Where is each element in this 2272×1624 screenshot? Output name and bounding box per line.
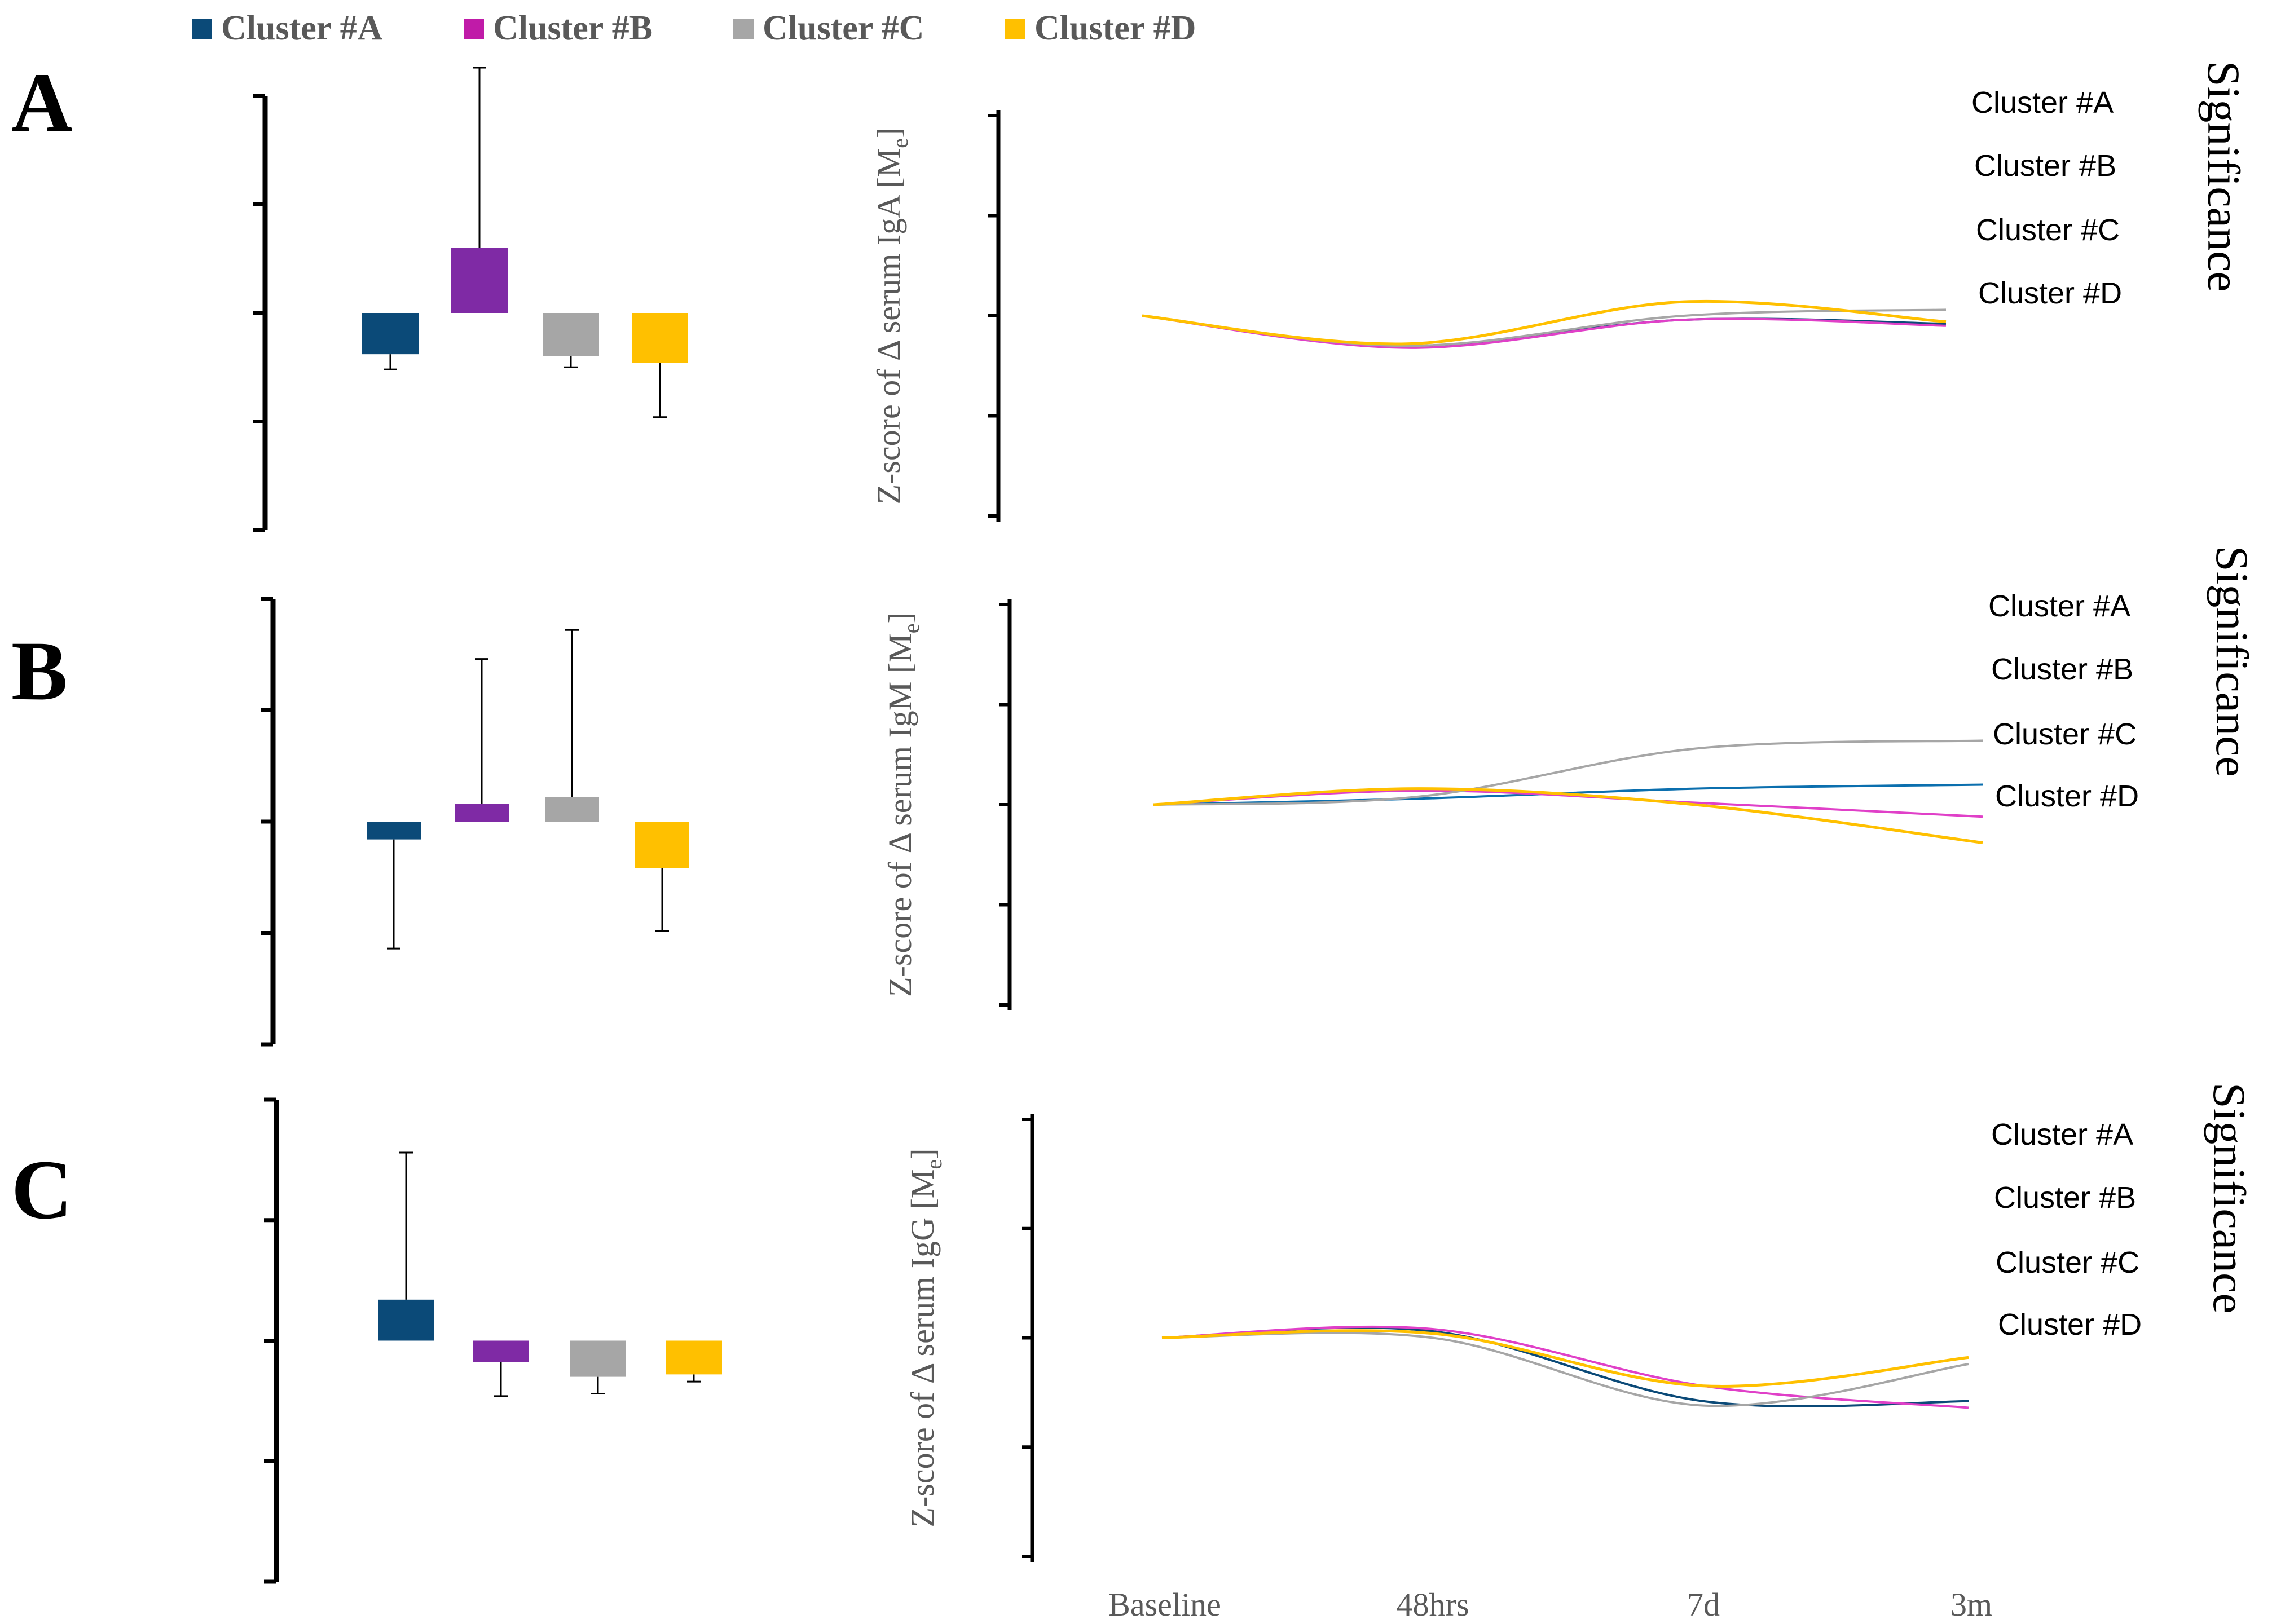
legend-swatch-c [733, 19, 754, 39]
legend-label-c: Cluster #C [763, 9, 924, 47]
bar [378, 1299, 434, 1341]
line-x-category-label: 3m [1950, 1586, 1992, 1623]
line-y-axis-label-bracket: ] [870, 127, 907, 138]
bar-chart-iga [253, 67, 688, 532]
bar [632, 313, 688, 363]
bar [570, 1340, 626, 1377]
line-y-axis-label-subscript: e [887, 138, 913, 148]
significance-title-a: Significance [2198, 61, 2249, 292]
bar-chart-igg [264, 1097, 722, 1584]
bar [545, 797, 599, 822]
line-x-category-label: 48hrs [1397, 1586, 1469, 1623]
significance-label-c-2: Cluster #B [1994, 1181, 2136, 1215]
significance-label-c-3: Cluster #C [1996, 1246, 2139, 1279]
panel-letter-c: C [11, 1143, 72, 1237]
series-line-clusterd [1161, 1329, 1969, 1388]
series-line-clusterc [1161, 1331, 1969, 1407]
bar [362, 313, 419, 355]
bar [451, 248, 508, 313]
significance-label-b-1: Cluster #A [1988, 589, 2130, 623]
legend-label-d: Cluster #D [1034, 9, 1196, 47]
line-y-axis-label-subscript: e [899, 624, 924, 634]
line-y-axis-label: Z-score of Δ serum IgM [Me] [882, 612, 924, 997]
significance-label-a-2: Cluster #B [1974, 149, 2116, 183]
significance-label-b-3: Cluster #C [1993, 717, 2137, 751]
panel-letter-a: A [11, 56, 72, 149]
series-line-clustera [1161, 1326, 1969, 1408]
significance-title-c: Significance [2204, 1083, 2255, 1314]
line-y-axis-label-main: Z-score of Δ serum IgA [M [870, 148, 907, 505]
significance-label-a-1: Cluster #A [1971, 86, 2114, 120]
line-y-axis-label-main: Z-score of Δ serum IgG [M [904, 1170, 941, 1528]
bar [473, 1340, 529, 1362]
line-y-axis-label-main: Z-score of Δ serum IgM [M [882, 633, 918, 997]
series-line-clusterd [1153, 787, 1983, 844]
legend: Cluster #A Cluster #B Cluster #C Cluster… [192, 9, 1196, 47]
legend-label-a: Cluster #A [221, 9, 383, 47]
series-line-clusterb [1161, 1325, 1969, 1409]
bar [543, 313, 599, 356]
bar [367, 822, 421, 840]
line-chart-iga: Z-score of Δ serum IgA [Me] [870, 110, 1947, 522]
line-chart-igg: Z-score of Δ serum IgG [Me] [904, 1114, 1969, 1562]
bar [455, 804, 509, 822]
significance-label-c-4: Cluster #D [1998, 1308, 2142, 1341]
significance-label-c-1: Cluster #A [1991, 1118, 2133, 1151]
significance-label-a-3: Cluster #C [1976, 213, 2120, 247]
line-y-axis-label: Z-score of Δ serum IgA [Me] [870, 127, 913, 505]
series-line-clusterc [1142, 308, 1947, 347]
significance-block-b: Significance Cluster #A Cluster #B Clust… [1988, 546, 2258, 813]
bar [635, 822, 689, 868]
line-x-category-label: 7d [1687, 1586, 1720, 1623]
bar [666, 1340, 722, 1375]
significance-block-a: Significance Cluster #A Cluster #B Clust… [1971, 61, 2249, 310]
legend-swatch-d [1005, 19, 1025, 39]
significance-title-b: Significance [2207, 546, 2258, 777]
series-line-clusterc [1153, 739, 1983, 806]
line-y-axis-label-bracket: ] [882, 612, 918, 623]
legend-swatch-a [192, 19, 212, 39]
significance-label-b-2: Cluster #B [1991, 652, 2133, 686]
line-y-axis-label: Z-score of Δ serum IgG [Me] [904, 1149, 946, 1528]
line-y-axis-label-subscript: e [921, 1159, 946, 1170]
significance-label-a-4: Cluster #D [1978, 276, 2122, 310]
legend-swatch-b [464, 19, 484, 39]
bar-chart-igm [261, 597, 689, 1047]
line-chart-igm: Z-score of Δ serum IgM [Me] [882, 599, 1983, 1010]
line-x-axis-categories: Baseline 48hrs 7d 3m [1108, 1586, 1992, 1623]
line-x-category-label: Baseline [1108, 1586, 1221, 1623]
panel-letter-b: B [11, 624, 68, 718]
legend-label-b: Cluster #B [493, 9, 653, 47]
series-line-clusterd [1142, 299, 1947, 346]
significance-label-b-4: Cluster #D [1995, 779, 2139, 813]
line-y-axis-label-bracket: ] [904, 1149, 941, 1159]
significance-block-c: Significance Cluster #A Cluster #B Clust… [1991, 1083, 2255, 1341]
